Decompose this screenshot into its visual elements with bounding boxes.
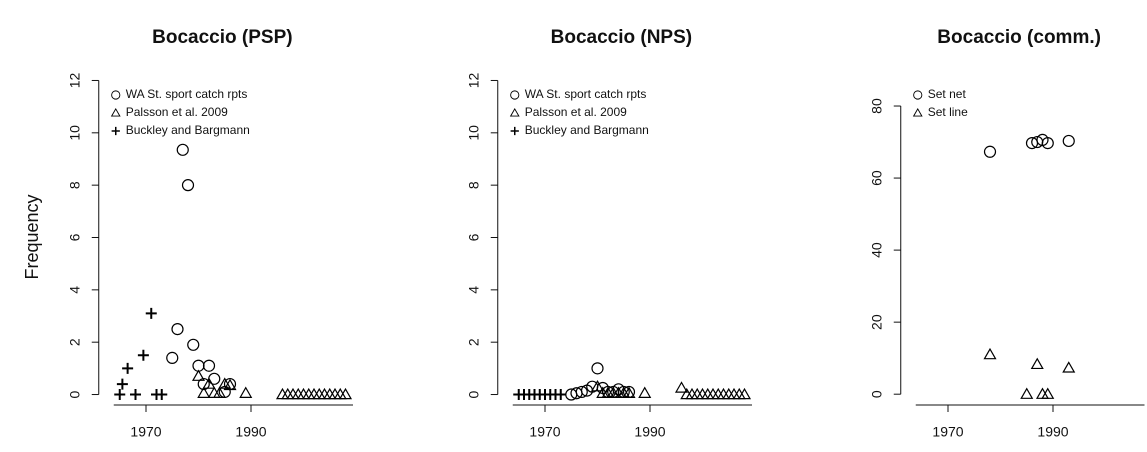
y-tick-label: 40 — [868, 242, 884, 258]
point — [983, 347, 997, 360]
point — [145, 307, 157, 319]
y-tick-label: 4 — [66, 286, 82, 294]
y-tick-label: 80 — [868, 98, 884, 114]
legend-symbol — [510, 90, 520, 100]
point — [575, 385, 588, 399]
point — [555, 389, 567, 401]
legend-symbol — [912, 107, 923, 117]
legend-label: Buckley and Bargmann — [126, 123, 250, 137]
point — [208, 372, 221, 385]
point — [983, 145, 997, 158]
point — [122, 362, 134, 374]
y-tick-label: 4 — [465, 286, 481, 294]
y-tick-label: 12 — [66, 72, 82, 88]
x-tick-label: 1970 — [529, 424, 560, 440]
legend-label: WA St. sport catch rpts — [525, 87, 647, 101]
y-tick-label: 2 — [465, 338, 481, 346]
point — [590, 379, 605, 392]
y-tick-label: 6 — [465, 233, 481, 241]
legend-symbol — [509, 107, 520, 117]
point — [638, 386, 652, 398]
point — [212, 386, 227, 398]
chart-title: Bocaccio (PSP) — [152, 27, 292, 48]
legend-label: Set net — [928, 87, 967, 101]
y-tick-label: 10 — [66, 125, 82, 141]
legend-label: Palsson et al. 2009 — [126, 105, 228, 119]
chart-title: Bocaccio (comm.) — [937, 27, 1101, 48]
point — [156, 389, 168, 401]
x-tick-label: 1970 — [932, 424, 963, 440]
point — [239, 386, 253, 398]
y-tick-label: 20 — [868, 314, 884, 330]
legend-symbol — [111, 126, 120, 136]
point — [191, 369, 206, 381]
y-tick-label: 0 — [868, 390, 884, 398]
point — [1030, 357, 1044, 370]
point — [166, 351, 179, 364]
point — [737, 387, 752, 400]
point — [202, 359, 216, 372]
x-tick-label: 1970 — [130, 424, 161, 440]
y-tick-label: 60 — [868, 170, 884, 186]
chart-title: Bocaccio (NPS) — [551, 27, 692, 48]
legend-label: Set line — [928, 105, 968, 119]
point — [674, 381, 689, 393]
point — [197, 377, 210, 391]
legend-label: Buckley and Bargmann — [525, 123, 649, 137]
point — [116, 378, 128, 390]
x-tick-label: 1990 — [235, 424, 266, 440]
point — [130, 389, 141, 401]
point — [223, 378, 237, 391]
legend-symbol — [110, 107, 121, 117]
legend-label: Palsson et al. 2009 — [525, 105, 627, 119]
legend-symbol — [913, 90, 923, 100]
point — [1041, 387, 1055, 399]
legend-symbol — [111, 90, 121, 100]
y-tick-label: 0 — [465, 390, 481, 398]
y-tick-label: 6 — [66, 233, 82, 241]
point — [622, 386, 636, 398]
point — [114, 389, 126, 401]
point — [171, 323, 184, 336]
point — [1062, 134, 1075, 148]
y-tick-label: 8 — [465, 181, 481, 189]
y-tick-label: 2 — [66, 338, 82, 346]
point — [202, 377, 216, 389]
point — [338, 387, 353, 400]
y-tick-label: 8 — [66, 181, 82, 189]
point — [1062, 361, 1076, 373]
y-tick-label: 10 — [465, 125, 481, 141]
point — [187, 338, 200, 351]
y-tick-label: 12 — [465, 72, 481, 88]
point — [1041, 137, 1054, 150]
point — [197, 386, 211, 398]
point — [137, 349, 149, 361]
x-tick-label: 1990 — [634, 424, 665, 440]
y-axis-label: Frequency — [22, 194, 42, 279]
point — [1020, 387, 1034, 399]
y-tick-label: 0 — [66, 390, 82, 398]
legend-symbol — [510, 126, 519, 136]
point — [591, 362, 604, 375]
point — [181, 179, 195, 192]
legend-label: WA St. sport catch rpts — [126, 87, 248, 101]
x-tick-label: 1990 — [1037, 424, 1068, 440]
point — [176, 143, 189, 156]
